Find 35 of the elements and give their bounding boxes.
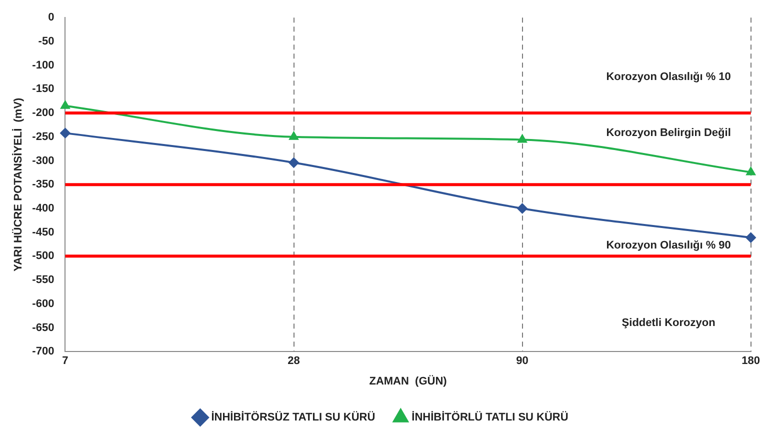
y-tick-label: -250 — [32, 130, 54, 143]
annotation: Şiddetli Korozyon — [622, 317, 716, 330]
y-tick-label: -450 — [32, 226, 54, 238]
x-tick-label: 28 — [288, 355, 300, 368]
point — [517, 203, 528, 214]
y-tick-label: -550 — [32, 274, 54, 286]
x-tick-label: 180 — [742, 355, 760, 368]
y-tick-label: -650 — [32, 322, 54, 334]
point — [60, 128, 70, 138]
y-axis-title: YARI HÜCRE POTANSİYELİ (mV) — [12, 97, 25, 272]
point — [60, 100, 70, 109]
annotation: Korozyon Olasılığı % 10 — [606, 70, 731, 83]
y-tick-label: -100 — [32, 59, 54, 72]
y-tick-label: -500 — [32, 250, 54, 262]
y-tick-label: -600 — [32, 298, 54, 310]
y-tick-label: -700 — [32, 346, 54, 358]
annotation: Korozyon Olasılığı % 90 — [606, 239, 731, 252]
annotation: Korozyon Belirgin Değil — [606, 127, 731, 140]
x-tick-label: 7 — [62, 355, 68, 368]
y-tick-label: -50 — [38, 35, 54, 48]
x-tick-label: 90 — [516, 355, 528, 368]
y-tick-label: -400 — [32, 202, 54, 214]
legend-label: İNHİBİTÖRSÜZ TATLI SU KÜRÜ — [211, 410, 376, 424]
y-tick-label: -300 — [32, 154, 54, 167]
point — [746, 167, 756, 176]
x-axis-title: ZAMAN (GÜN) — [369, 374, 448, 388]
y-tick-label: -200 — [32, 107, 54, 120]
point — [518, 134, 527, 143]
y-tick-label: -150 — [32, 83, 54, 96]
legend-label: İNHİBİTÖRLÜ TATLI SU KÜRÜ — [412, 410, 568, 424]
y-tick-label: 0 — [48, 12, 54, 24]
point — [289, 132, 298, 140]
point — [746, 232, 756, 243]
point — [288, 158, 299, 168]
y-tick-label: -350 — [32, 178, 54, 191]
